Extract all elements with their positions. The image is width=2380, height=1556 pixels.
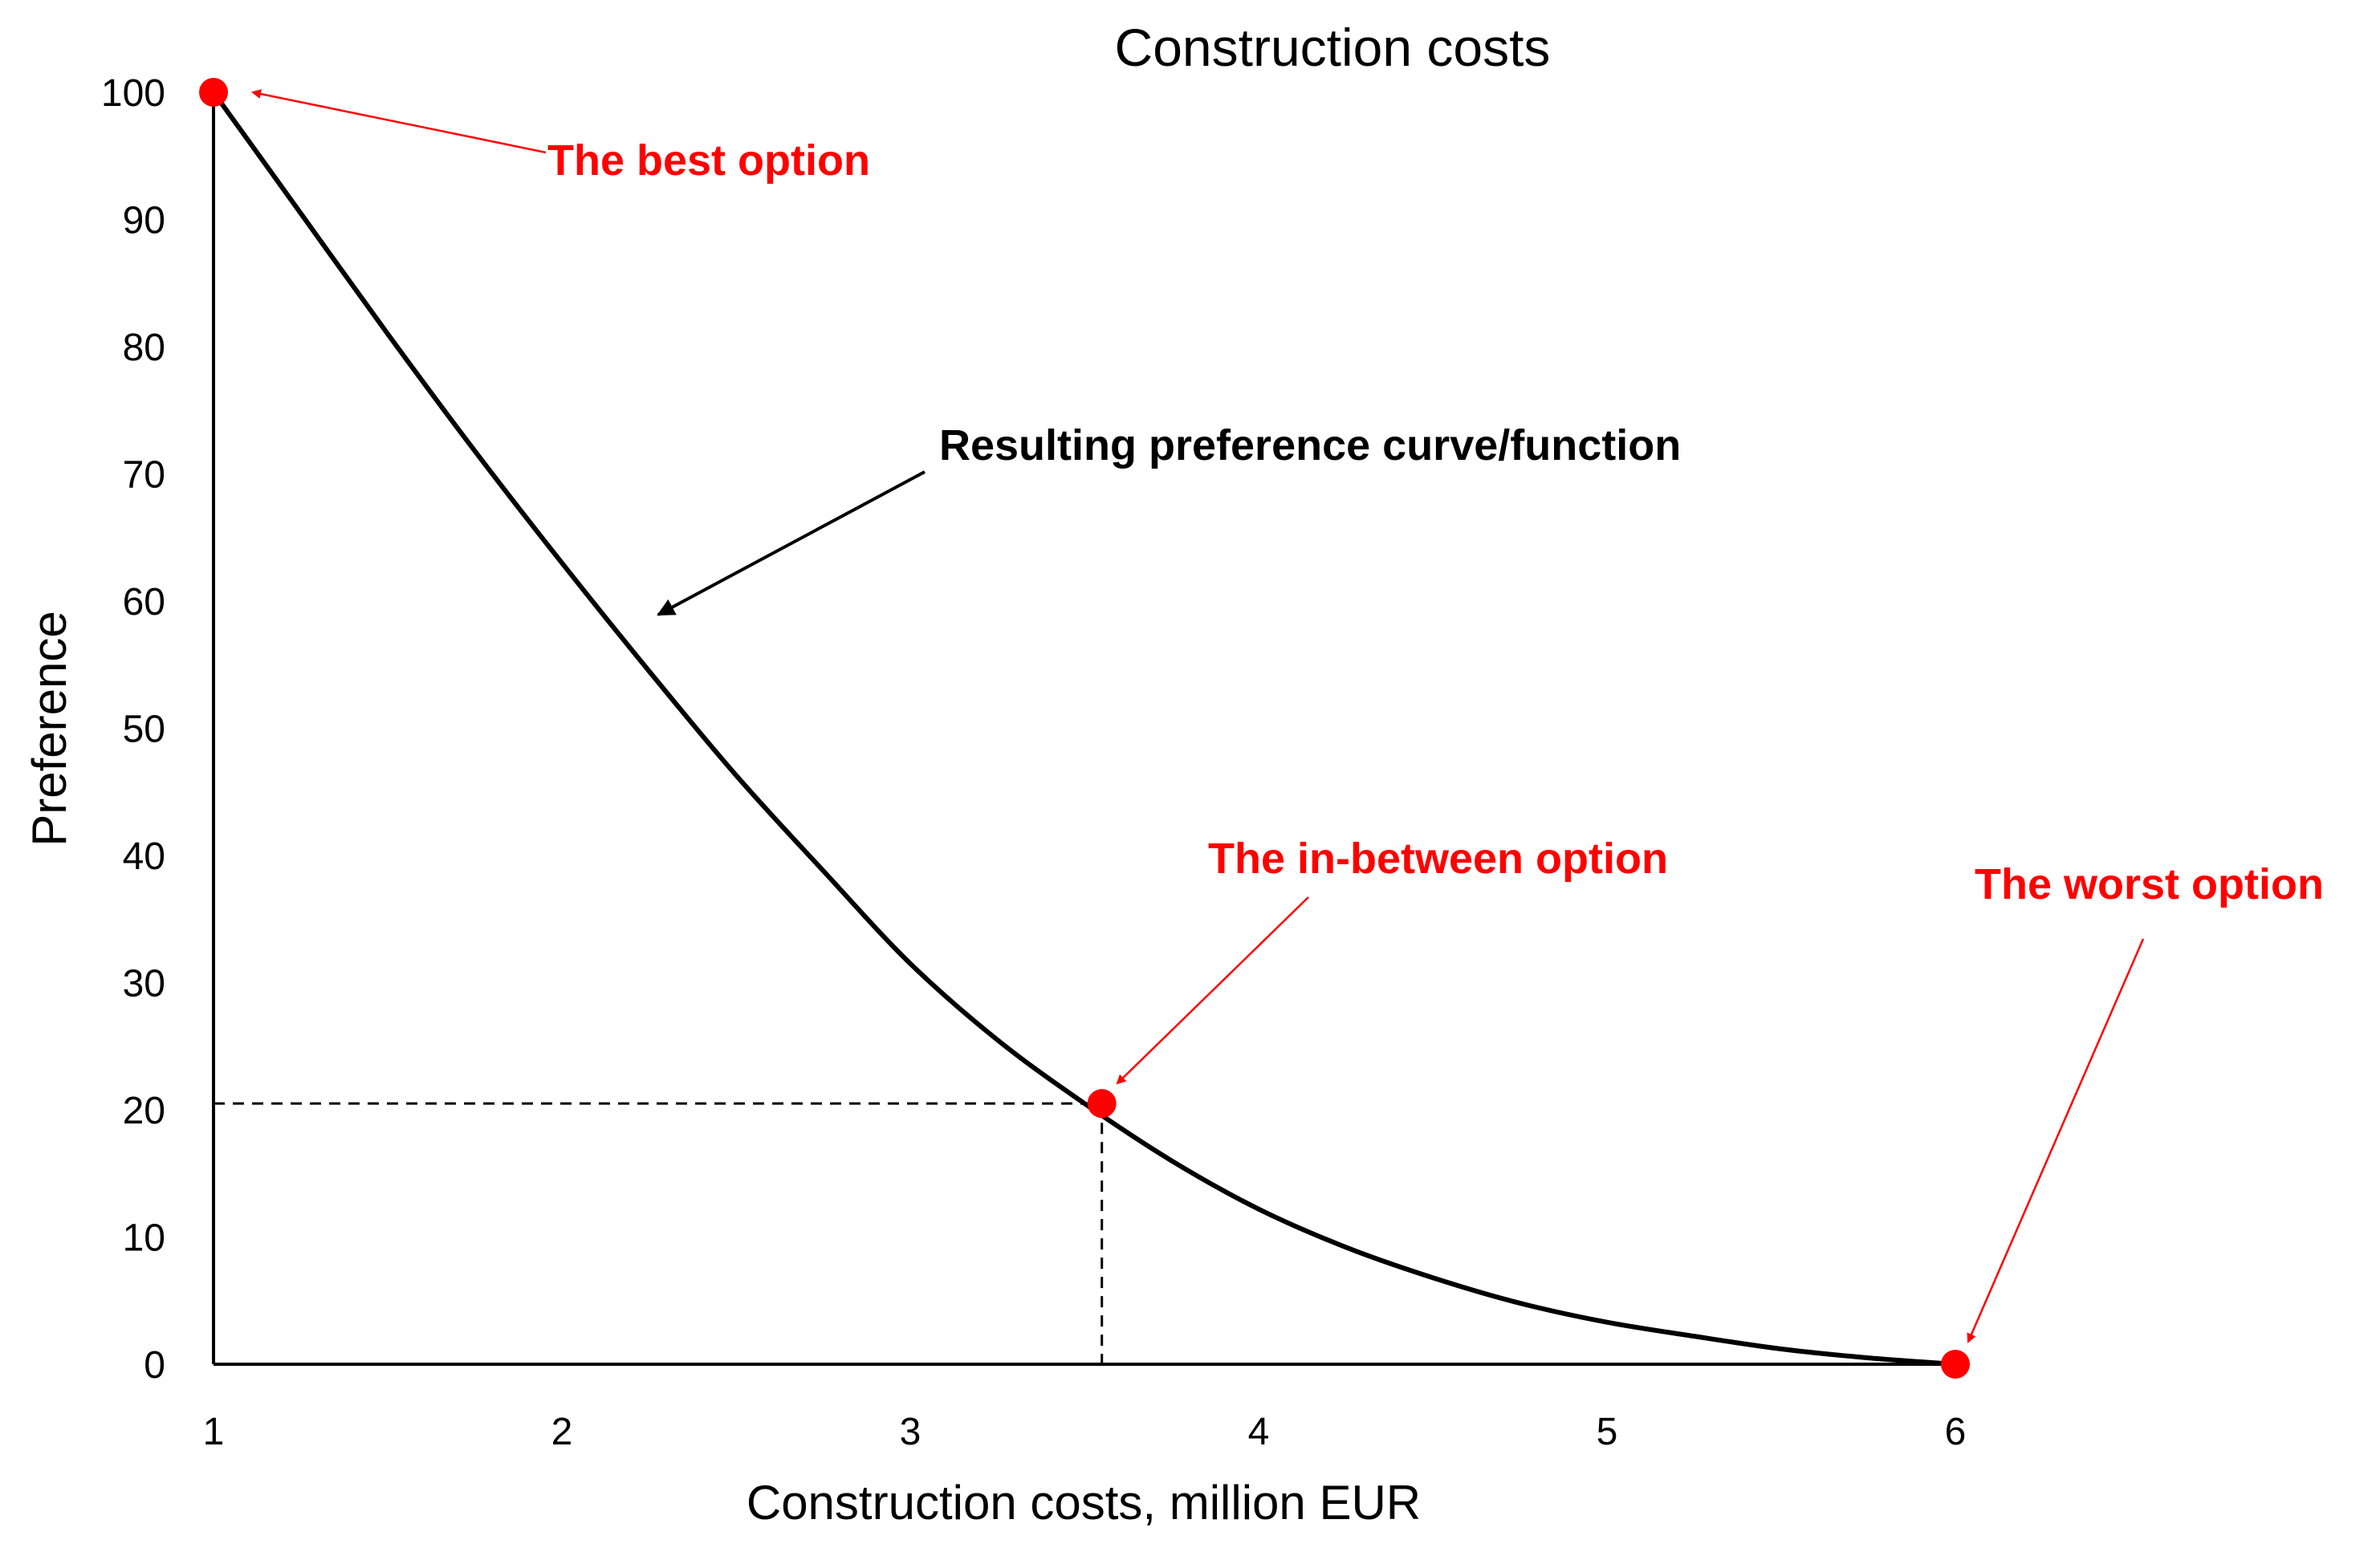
worst-option-arrow — [1967, 938, 2145, 1343]
best-option-label: The best option — [547, 136, 870, 185]
best-option-arrow — [251, 89, 547, 154]
x-tick-label: 3 — [900, 1411, 921, 1453]
option-points — [199, 78, 1970, 1379]
x-tick-label: 5 — [1597, 1411, 1618, 1453]
y-axis-title: Preference — [22, 611, 76, 847]
option-point — [1087, 1089, 1117, 1119]
y-tick-label: 60 — [123, 581, 165, 624]
y-tick-label: 100 — [101, 72, 165, 115]
option-point — [199, 78, 228, 107]
y-tick-label: 80 — [123, 327, 165, 369]
x-tick-label: 6 — [1945, 1411, 1967, 1453]
y-tick-label: 40 — [123, 835, 165, 878]
worst-option-label: The worst option — [1975, 860, 2324, 908]
curve-annotation-arrow — [657, 470, 926, 616]
y-tick-label: 0 — [144, 1344, 165, 1387]
x-tick-label: 1 — [203, 1411, 225, 1453]
x-tick-label: 4 — [1248, 1411, 1270, 1453]
in-between-option-label: The in-between option — [1208, 835, 1668, 883]
y-tick-label: 50 — [123, 709, 165, 751]
in-between-option-arrow — [1116, 896, 1309, 1085]
y-tick-label: 20 — [123, 1090, 165, 1132]
chart-title: Construction costs — [1115, 18, 1551, 77]
y-tick-label: 70 — [123, 454, 165, 497]
y-axis-ticks: 0 10 20 30 40 50 60 70 80 90 100 — [101, 72, 165, 1387]
option-point — [1941, 1350, 1970, 1379]
y-tick-label: 30 — [123, 963, 165, 1006]
y-tick-label: 10 — [123, 1217, 165, 1260]
x-tick-label: 2 — [551, 1411, 573, 1453]
curve-annotation-label: Resulting preference curve/function — [939, 421, 1681, 469]
y-tick-label: 90 — [123, 200, 165, 242]
x-axis-title: Construction costs, million EUR — [747, 1476, 1421, 1530]
x-axis-ticks: 1 2 3 4 5 6 — [203, 1411, 1967, 1453]
preference-curve — [211, 91, 1956, 1367]
